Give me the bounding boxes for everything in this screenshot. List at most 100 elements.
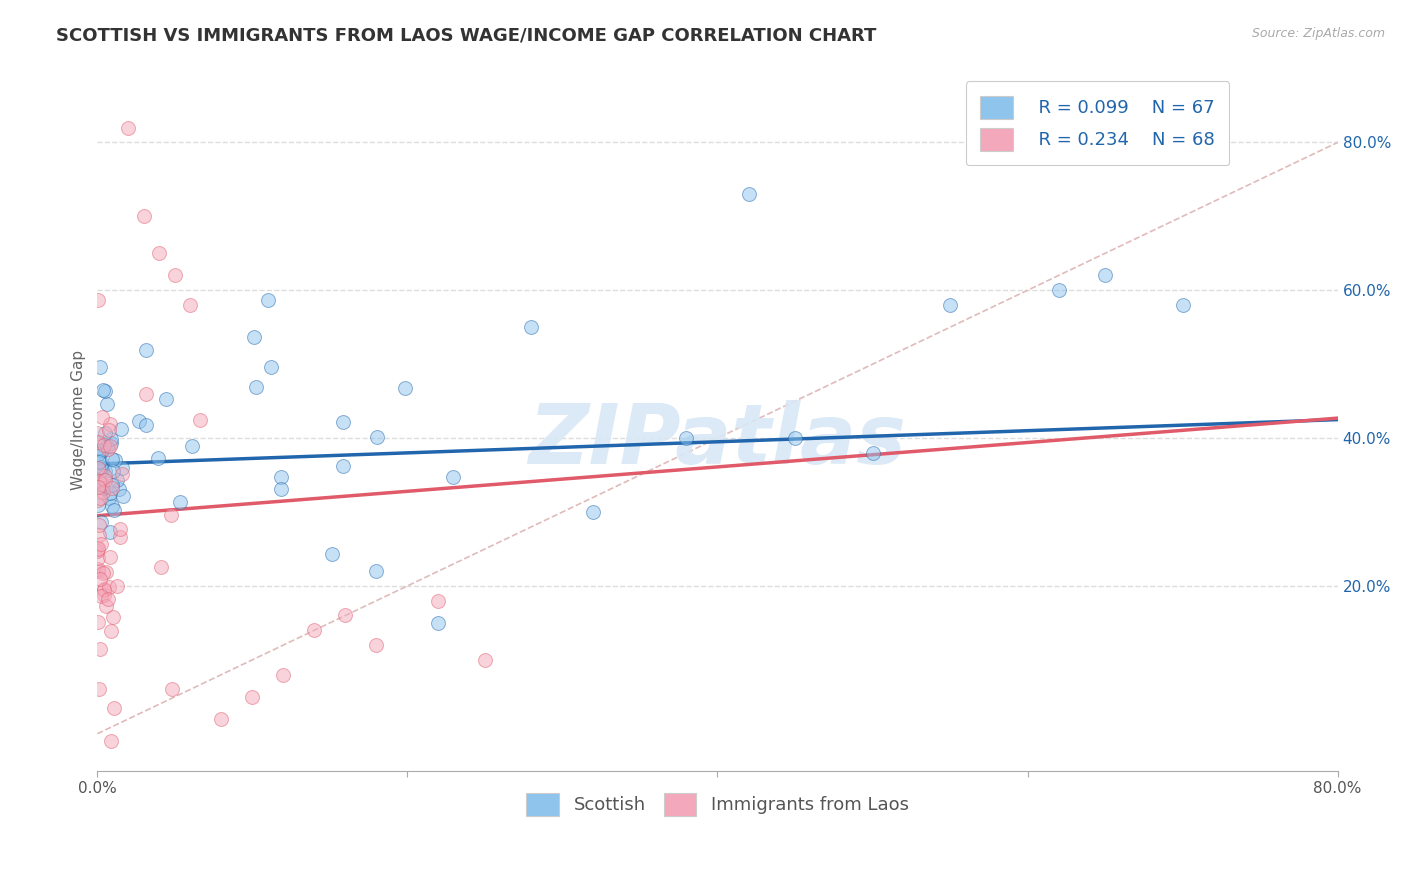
Point [100,733,122,747]
Point [89,360,111,375]
Point [98,439,121,453]
Point [270,470,292,484]
Point [96,591,118,606]
Point [94,468,117,483]
Point [163,268,186,283]
Point [96,397,118,411]
Point [111,461,134,475]
Point [100,624,122,638]
Point [155,392,177,406]
Point [105,579,128,593]
Point [242,690,264,704]
Point [90,459,112,474]
Point [101,478,124,492]
Point [90,589,112,603]
Point [242,330,264,344]
Point [427,593,450,607]
Point [93,582,115,596]
Point [93,384,115,399]
Point [332,458,354,473]
Point [273,667,295,681]
Point [87,615,110,629]
Point [87,435,110,450]
Point [98,524,121,539]
Point [169,495,191,509]
Point [1171,298,1194,312]
Text: SCOTTISH VS IMMIGRANTS FROM LAOS WAGE/INCOME GAP CORRELATION CHART: SCOTTISH VS IMMIGRANTS FROM LAOS WAGE/IN… [56,27,876,45]
Point [90,444,112,458]
Point [179,298,201,312]
Point [98,491,121,505]
Point [98,580,121,594]
Point [321,547,343,561]
Point [94,565,117,579]
Point [427,615,450,630]
Point [103,503,125,517]
Point [87,480,110,494]
Point [257,293,280,308]
Point [474,653,496,667]
Point [132,210,155,224]
Point [939,298,962,312]
Point [101,610,124,624]
Point [245,380,267,394]
Point [96,442,118,456]
Point [332,415,354,429]
Point [100,417,122,431]
Point [89,475,111,490]
Point [87,492,110,507]
Point [98,486,121,500]
Point [93,583,115,598]
Point [87,498,110,512]
Point [86,544,108,558]
Point [394,381,416,395]
Point [97,424,120,438]
Point [91,566,114,580]
Point [103,700,125,714]
Point [270,483,292,497]
Point [87,447,110,461]
Point [181,440,204,454]
Point [582,505,605,519]
Point [87,541,110,555]
Point [111,489,134,503]
Point [108,482,131,496]
Point [94,473,117,487]
Point [160,681,183,696]
Point [86,562,108,576]
Point [1094,268,1116,283]
Point [862,446,884,460]
Point [117,120,139,135]
Point [737,187,759,202]
Point [93,438,115,452]
Point [149,560,172,574]
Point [93,464,115,478]
Point [135,417,157,432]
Point [1047,283,1070,297]
Point [96,439,118,453]
Point [87,518,110,533]
Point [89,641,111,656]
Point [146,450,169,465]
Text: ZIPatlas: ZIPatlas [529,401,907,481]
Point [91,481,114,495]
Point [520,320,543,334]
Point [89,453,111,467]
Point [108,530,131,544]
Point [89,480,111,494]
Point [89,491,111,506]
Point [93,484,115,499]
Point [105,474,128,488]
Point [135,343,157,358]
Point [96,599,118,613]
Point [86,293,108,308]
Point [366,429,388,443]
Point [89,681,111,696]
Y-axis label: Wage/Income Gap: Wage/Income Gap [72,350,86,490]
Legend: Scottish, Immigrants from Laos: Scottish, Immigrants from Laos [517,783,918,825]
Point [89,455,111,469]
Point [101,452,124,467]
Point [366,564,388,578]
Point [111,467,134,482]
Point [91,383,114,397]
